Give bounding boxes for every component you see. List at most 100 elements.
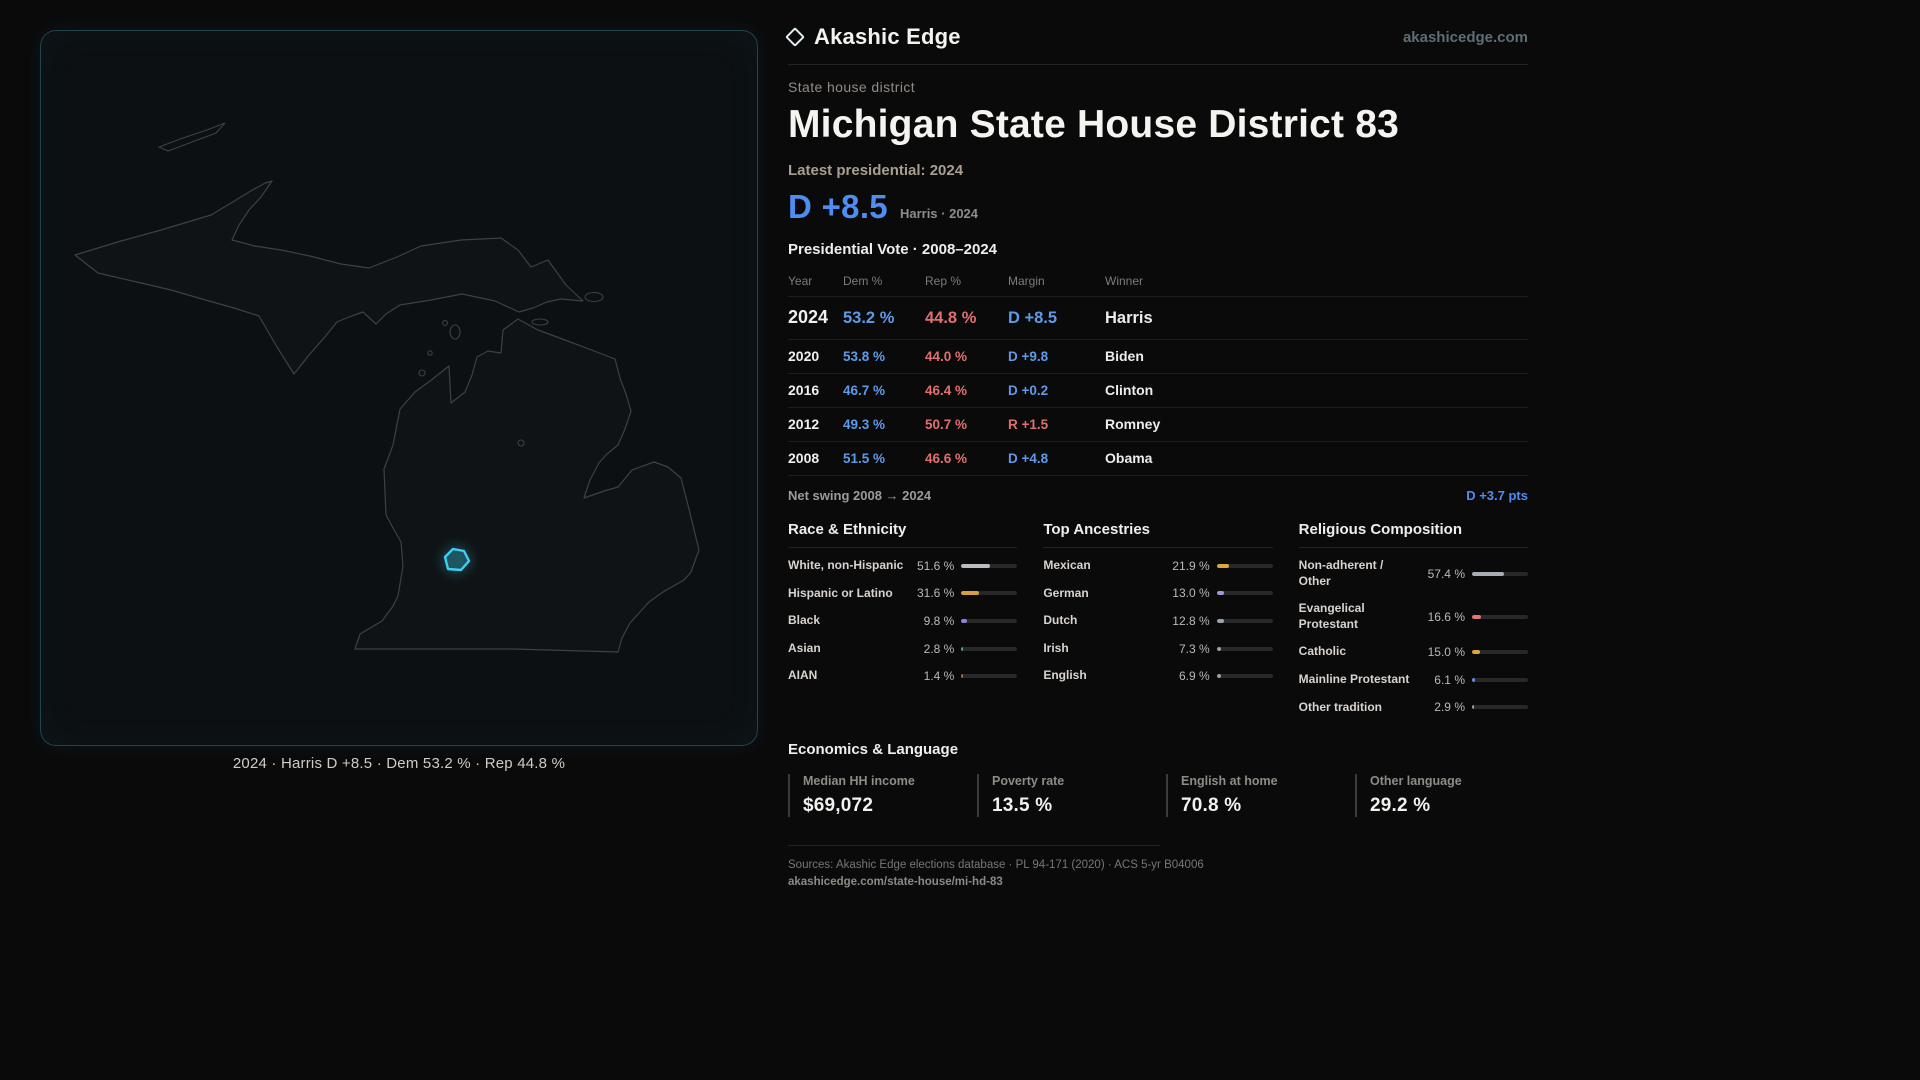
demo-value: 57.4 % <box>1427 566 1465 581</box>
vote-dem-share: 46.7 % <box>843 383 886 398</box>
vote-dem-share: 49.3 % <box>843 417 886 432</box>
vote-rep-share: 46.6 % <box>925 451 968 466</box>
vote-rep-share: 44.8 % <box>925 309 977 327</box>
ancestries-column: Top Ancestries Mexican 21.9 % German 13.… <box>1043 521 1273 721</box>
list-item: Hispanic or Latino 31.6 % <box>788 580 1018 608</box>
sources-text: Sources: Akashic Edge elections database… <box>788 859 1204 872</box>
race-ethnicity-column: Race & Ethnicity White, non-Hispanic 51.… <box>788 521 1018 721</box>
bois-blanc-island-outline <box>531 318 549 326</box>
demo-value: 15.0 % <box>1427 645 1465 660</box>
list-item: Other tradition 2.9 % <box>1299 694 1528 722</box>
demo-label: Non-adherent / Other <box>1298 558 1384 588</box>
vote-winner: Biden <box>1105 348 1144 364</box>
vote-margin: D +0.2 <box>1008 383 1049 398</box>
vote-rep-share: 44.0 % <box>925 349 968 364</box>
demo-label: Mexican <box>1043 558 1091 572</box>
economics-title: Economics & Language <box>788 741 959 759</box>
latest-presidential-label: Latest presidential: 2024 <box>788 162 964 179</box>
net-swing-value: D +3.7 pts <box>1466 488 1528 503</box>
demo-bar-track <box>1471 571 1528 576</box>
vote-margin: D +4.8 <box>1008 451 1049 466</box>
vote-margin: D +8.5 <box>1008 309 1058 327</box>
lower-peninsula-outline <box>354 318 700 653</box>
demo-bar-fill <box>1216 591 1224 596</box>
table-row: 2020 53.8 % 44.0 % D +9.8 Biden <box>788 340 1528 374</box>
demo-label: Black <box>788 613 821 628</box>
list-item: Catholic 15.0 % <box>1299 638 1528 666</box>
vote-winner: Romney <box>1105 416 1161 432</box>
demo-value: 12.8 % <box>1172 613 1210 628</box>
vote-table: Year Dem % Rep % Margin Winner 2024 53.2… <box>788 268 1528 476</box>
list-item: English 6.9 % <box>1043 662 1273 690</box>
vote-winner: Obama <box>1105 450 1153 466</box>
demo-label: English <box>1043 668 1087 683</box>
drummond-island-outline <box>584 291 604 303</box>
demo-value: 2.8 % <box>923 641 955 656</box>
stat-value: 29.2 % <box>1370 795 1431 817</box>
demo-bar-track <box>961 618 1018 623</box>
demo-bar-fill <box>961 674 963 679</box>
demo-bar-track <box>1471 614 1528 619</box>
demo-label: Evangelical Protestant <box>1298 601 1365 631</box>
demo-bar-fill <box>961 591 980 596</box>
stat-value: 13.5 % <box>992 795 1053 817</box>
demo-value: 13.0 % <box>1172 586 1210 601</box>
demo-bar-track <box>1216 674 1273 679</box>
demo-bar-track <box>1216 591 1273 596</box>
vote-winner: Clinton <box>1105 382 1154 398</box>
vote-dem-share: 53.2 % <box>843 309 895 327</box>
site-link[interactable]: akashicedge.com <box>1402 28 1528 46</box>
economics-stats: Median HH income $69,072 Poverty rate 13… <box>788 774 1528 818</box>
district-type-kicker: State house district <box>788 79 916 95</box>
demo-bar-fill <box>961 563 991 568</box>
demo-bar-fill <box>961 646 963 651</box>
demo-bar-track <box>961 563 1018 568</box>
demo-label: Hispanic or Latino <box>788 585 893 600</box>
headline-margin-value: D +8.5 <box>788 188 888 225</box>
stat-label: Median HH income <box>803 774 915 789</box>
list-item: Irish 7.3 % <box>1043 635 1273 663</box>
demo-value: 9.8 % <box>923 613 955 628</box>
district-locator-map-panel <box>40 30 758 746</box>
beaver-island-outline <box>449 324 461 340</box>
permalink[interactable]: akashicedge.com/state-house/mi-hd-83 <box>788 876 1003 889</box>
demo-value: 7.3 % <box>1178 641 1210 656</box>
demo-label: Other tradition <box>1298 699 1382 714</box>
vote-rep-share: 46.4 % <box>925 383 968 398</box>
north-manitou-island-outline <box>418 369 426 377</box>
vote-year: 2016 <box>788 382 820 398</box>
demo-label: AIAN <box>788 668 818 683</box>
houghton-lake-outline <box>517 439 525 447</box>
demo-bar-fill <box>1216 563 1229 568</box>
vote-year: 2008 <box>788 450 820 466</box>
religion-column: Religious Composition Non-adherent / Oth… <box>1298 521 1528 722</box>
demo-bar-fill <box>1471 614 1482 619</box>
demo-bar-track <box>961 646 1018 651</box>
district-highlight <box>443 547 471 572</box>
vote-rep-share: 50.7 % <box>925 417 968 432</box>
stat-value: $69,072 <box>803 795 874 817</box>
demo-bar-fill <box>1471 571 1505 576</box>
vote-year: 2020 <box>788 348 820 364</box>
page-header: Akashic Edge akashicedge.com <box>785 24 1528 65</box>
vote-year: 2012 <box>788 416 820 432</box>
religion-title: Religious Composition <box>1298 521 1528 548</box>
col-dem: Dem % <box>843 274 883 288</box>
list-item: White, non-Hispanic 51.6 % <box>788 552 1018 580</box>
list-item: Evangelical Protestant 16.6 % <box>1299 595 1528 638</box>
vote-margin: R +1.5 <box>1008 417 1049 432</box>
demo-label: Dutch <box>1043 613 1078 628</box>
demo-value: 21.9 % <box>1172 558 1210 573</box>
vote-dem-share: 53.8 % <box>843 349 886 364</box>
demo-label: Mainline Protestant <box>1298 671 1410 686</box>
vote-winner: Harris <box>1105 309 1153 327</box>
vote-table-title: Presidential Vote · 2008–2024 <box>788 241 998 258</box>
demo-bar-track <box>1471 650 1528 655</box>
map-caption: 2024 · Harris D +8.5 · Dem 53.2 % · Rep … <box>232 755 566 772</box>
south-fox-island-outline <box>427 350 433 356</box>
michigan-map-svg <box>74 122 700 653</box>
brand: Akashic Edge <box>785 24 961 50</box>
demo-label: White, non-Hispanic <box>788 558 904 572</box>
vote-table-header: Year Dem % Rep % Margin Winner <box>788 268 1528 297</box>
demo-bar-fill <box>1216 674 1221 679</box>
